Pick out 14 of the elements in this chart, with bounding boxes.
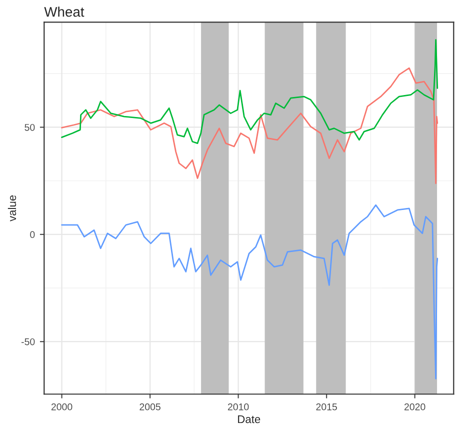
y-tick-label: 0 [30, 231, 35, 238]
line-series [61, 204, 438, 380]
x-tick-label: 2010 [228, 403, 249, 410]
x-tick-label: 2015 [316, 403, 337, 410]
x-axis-title: Date [238, 415, 260, 424]
x-tick-label: 2000 [51, 403, 72, 410]
x-tick-label: 2020 [404, 403, 426, 410]
line-series [61, 39, 438, 144]
y-axis-title: value [8, 195, 16, 222]
y-tick-label: -50 [21, 338, 35, 346]
x-tick-label: 2005 [140, 403, 160, 410]
line-series [61, 67, 438, 184]
chart-title: Wheat [44, 6, 84, 17]
y-tick-label: 50 [24, 124, 35, 131]
